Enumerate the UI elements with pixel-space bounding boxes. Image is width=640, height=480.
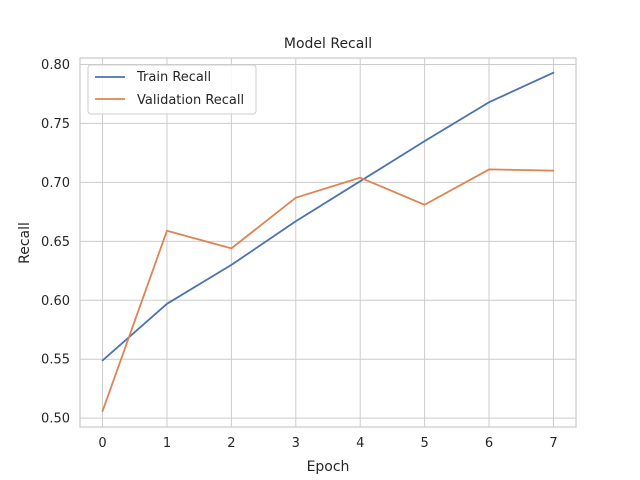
- legend: Train Recall Validation Recall: [87, 64, 257, 115]
- plot-frame: [79, 57, 577, 428]
- y-tick-label: 0.60: [41, 294, 70, 309]
- y-tick-label: 0.65: [41, 235, 70, 250]
- x-tick-label: 5: [420, 436, 428, 451]
- y-tick-label: 0.55: [41, 353, 70, 368]
- y-tick-label: 0.70: [41, 176, 70, 191]
- x-tick-label: 3: [292, 436, 300, 451]
- series-line-train-recall: [101, 71, 555, 362]
- y-tick-label: 0.75: [41, 117, 70, 132]
- legend-label-train: Train Recall: [136, 70, 211, 85]
- x-tick-label: 7: [549, 436, 557, 451]
- legend-box: [87, 64, 257, 115]
- series-line-validation-recall: [101, 168, 555, 412]
- x-axis-label: Epoch: [307, 459, 350, 475]
- x-tick-label: 6: [485, 436, 493, 451]
- legend-label-validation: Validation Recall: [137, 93, 244, 108]
- y-axis-label: Recall: [17, 222, 33, 264]
- x-tick-label: 4: [356, 436, 364, 451]
- x-tick-label: 2: [227, 436, 235, 451]
- x-tick-label: 0: [98, 436, 106, 451]
- chart-title: Model Recall: [284, 36, 372, 52]
- x-tick-label: 1: [163, 436, 171, 451]
- y-tick-label: 0.80: [41, 58, 70, 73]
- tick-labels: 0 1 2 3 4 5 6 7 0.50 0.55 0.60 0.65 0.70 0.75 0.80: [41, 58, 558, 451]
- series-lines: [101, 71, 555, 412]
- y-tick-label: 0.50: [41, 412, 70, 427]
